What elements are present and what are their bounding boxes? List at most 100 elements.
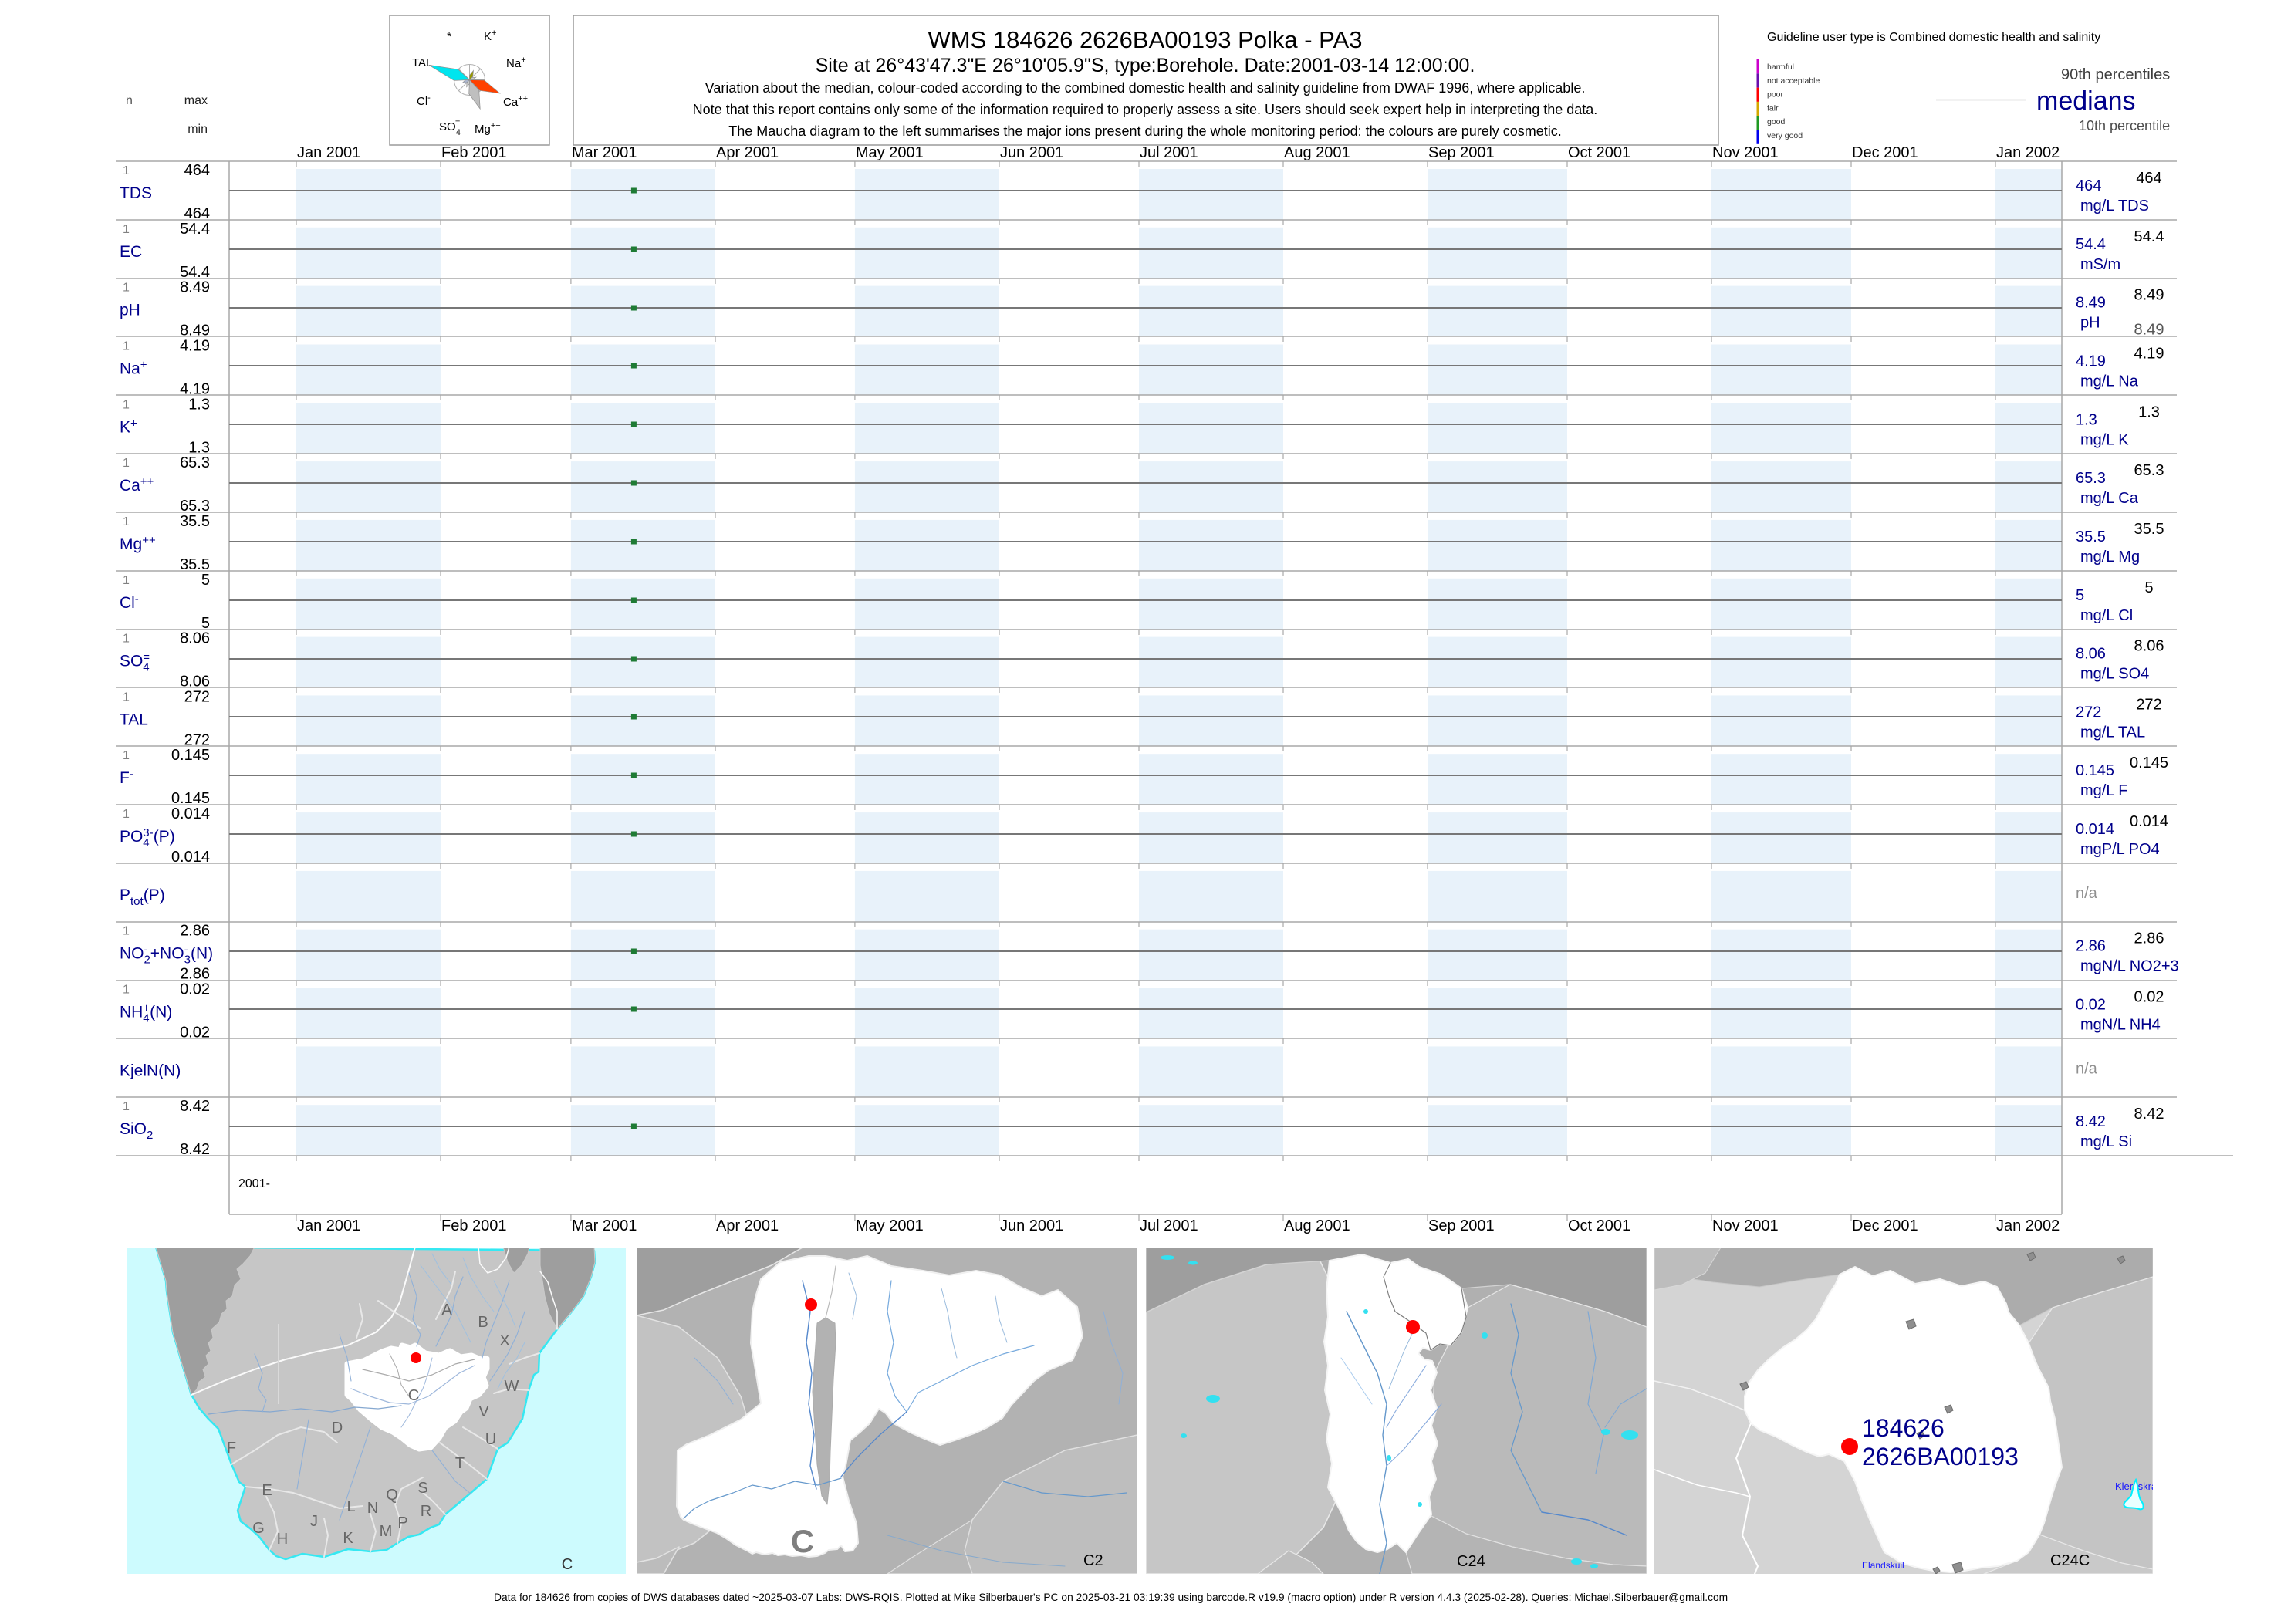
svg-text:4.19: 4.19 bbox=[2134, 346, 2164, 363]
svg-text:2.86: 2.86 bbox=[2134, 930, 2164, 947]
svg-text:8.06: 8.06 bbox=[180, 630, 210, 647]
svg-text:Mar 2001: Mar 2001 bbox=[572, 1217, 637, 1234]
svg-text:mS/m: mS/m bbox=[2080, 256, 2120, 273]
svg-text:1: 1 bbox=[123, 984, 130, 997]
svg-text:Jul 2001: Jul 2001 bbox=[1140, 1217, 1198, 1234]
svg-text:C: C bbox=[408, 1387, 419, 1404]
svg-text:0.014: 0.014 bbox=[171, 805, 210, 822]
svg-text:mg/L TDS: mg/L TDS bbox=[2080, 198, 2149, 214]
svg-text:Jun 2001: Jun 2001 bbox=[1000, 1217, 1063, 1234]
svg-text:mgN/L NO2+3: mgN/L NO2+3 bbox=[2080, 958, 2179, 975]
svg-text:8.06: 8.06 bbox=[2076, 646, 2106, 663]
svg-text:1.3: 1.3 bbox=[188, 439, 210, 456]
svg-text:K+: K+ bbox=[120, 417, 137, 436]
svg-text:*: * bbox=[447, 30, 451, 43]
svg-text:pH: pH bbox=[2080, 315, 2100, 332]
svg-text:Site at 26°43'47.3"E 26°10'05.: Site at 26°43'47.3"E 26°10'05.9"S, type:… bbox=[816, 55, 1475, 76]
svg-text:medians: medians bbox=[2036, 86, 2136, 116]
svg-text:F-: F- bbox=[120, 768, 133, 787]
svg-text:5: 5 bbox=[2076, 587, 2084, 604]
svg-text:1: 1 bbox=[123, 1100, 130, 1113]
svg-text:0.02: 0.02 bbox=[2076, 997, 2106, 1014]
svg-text:35.5: 35.5 bbox=[180, 556, 210, 573]
svg-text:SiO2: SiO2 bbox=[120, 1120, 153, 1142]
svg-text:M: M bbox=[380, 1523, 393, 1540]
svg-text:65.3: 65.3 bbox=[2134, 462, 2164, 479]
svg-text:Jun 2001: Jun 2001 bbox=[1000, 144, 1063, 161]
svg-text:Q: Q bbox=[386, 1487, 398, 1504]
svg-text:1: 1 bbox=[123, 808, 130, 821]
svg-text:K: K bbox=[343, 1530, 353, 1547]
svg-text:L: L bbox=[346, 1498, 355, 1515]
svg-text:TAL: TAL bbox=[412, 56, 432, 69]
svg-text:max: max bbox=[184, 94, 208, 107]
svg-text:8.49: 8.49 bbox=[180, 279, 210, 296]
svg-text:B: B bbox=[478, 1314, 488, 1331]
svg-text:N: N bbox=[367, 1500, 378, 1517]
svg-text:mgP/L PO4: mgP/L PO4 bbox=[2080, 841, 2160, 858]
svg-text:1: 1 bbox=[123, 925, 130, 938]
svg-text:0.145: 0.145 bbox=[171, 747, 210, 764]
svg-text:mg/L Na: mg/L Na bbox=[2080, 373, 2139, 390]
svg-text:Jan 2001: Jan 2001 bbox=[297, 144, 360, 161]
svg-text:8.49: 8.49 bbox=[180, 322, 210, 339]
svg-text:1: 1 bbox=[123, 633, 130, 646]
svg-text:mg/L Ca: mg/L Ca bbox=[2080, 490, 2139, 507]
svg-text:464: 464 bbox=[2076, 177, 2101, 194]
svg-text:1: 1 bbox=[123, 164, 130, 177]
svg-text:4.19: 4.19 bbox=[180, 381, 210, 398]
svg-text:8.49: 8.49 bbox=[2076, 295, 2106, 312]
svg-text:35.5: 35.5 bbox=[180, 513, 210, 530]
svg-text:Dec 2001: Dec 2001 bbox=[1852, 144, 1918, 161]
svg-text:54.4: 54.4 bbox=[2134, 228, 2164, 245]
svg-text:8.49: 8.49 bbox=[2134, 287, 2164, 304]
svg-text:0.145: 0.145 bbox=[171, 790, 210, 807]
svg-text:272: 272 bbox=[2136, 696, 2161, 713]
svg-text:F: F bbox=[227, 1440, 236, 1457]
svg-text:54.4: 54.4 bbox=[180, 264, 210, 281]
svg-text:Oct 2001: Oct 2001 bbox=[1568, 1217, 1630, 1234]
svg-text:Data for 184626 from copies of: Data for 184626 from copies of DWS datab… bbox=[494, 1592, 1728, 1603]
svg-text:54.4: 54.4 bbox=[2076, 236, 2106, 253]
svg-text:E: E bbox=[262, 1482, 272, 1499]
svg-text:272: 272 bbox=[184, 688, 210, 705]
svg-text:Jan 2002: Jan 2002 bbox=[1996, 144, 2060, 161]
svg-text:C: C bbox=[562, 1556, 573, 1573]
svg-text:8.42: 8.42 bbox=[180, 1141, 210, 1158]
svg-text:5: 5 bbox=[201, 615, 210, 632]
svg-text:harmful: harmful bbox=[1767, 62, 1794, 72]
svg-text:TAL: TAL bbox=[120, 711, 148, 728]
svg-text:Cl-: Cl- bbox=[120, 593, 139, 612]
svg-text:4.19: 4.19 bbox=[180, 338, 210, 355]
svg-text:2.86: 2.86 bbox=[180, 966, 210, 983]
svg-text:8.42: 8.42 bbox=[2076, 1113, 2106, 1130]
svg-text:54.4: 54.4 bbox=[180, 221, 210, 238]
svg-text:464: 464 bbox=[184, 205, 210, 222]
svg-text:2.86: 2.86 bbox=[180, 923, 210, 940]
svg-text:NO2-: NO2- bbox=[120, 944, 150, 967]
svg-text:464: 464 bbox=[184, 162, 210, 179]
svg-text:1: 1 bbox=[123, 515, 130, 528]
svg-text:NH4+(N): NH4+(N) bbox=[120, 1002, 172, 1025]
svg-text:0.02: 0.02 bbox=[2134, 989, 2164, 1006]
svg-text:4.19: 4.19 bbox=[2076, 353, 2106, 370]
svg-text:V: V bbox=[478, 1403, 489, 1420]
svg-text:8.06: 8.06 bbox=[2134, 638, 2164, 655]
svg-text:0.02: 0.02 bbox=[180, 1025, 210, 1042]
svg-text:X: X bbox=[499, 1332, 509, 1349]
svg-text:Mg++: Mg++ bbox=[120, 534, 156, 553]
svg-text:J: J bbox=[310, 1513, 318, 1530]
svg-text:Variation about the median, c: Variation about the median, colour-coded… bbox=[705, 80, 1586, 96]
svg-text:Jan 2002: Jan 2002 bbox=[1996, 1217, 2060, 1234]
svg-text:A: A bbox=[441, 1302, 452, 1318]
svg-text:Feb 2001: Feb 2001 bbox=[441, 1217, 507, 1234]
svg-text:272: 272 bbox=[184, 731, 210, 748]
svg-text:W: W bbox=[505, 1378, 519, 1395]
svg-text:G: G bbox=[252, 1520, 265, 1537]
svg-text:Dec 2001: Dec 2001 bbox=[1852, 1217, 1918, 1234]
svg-text:U: U bbox=[485, 1431, 496, 1448]
svg-text:C24: C24 bbox=[1457, 1553, 1485, 1570]
svg-text:1.3: 1.3 bbox=[2076, 411, 2097, 428]
svg-text:min: min bbox=[188, 123, 208, 136]
svg-text:1: 1 bbox=[123, 282, 130, 295]
